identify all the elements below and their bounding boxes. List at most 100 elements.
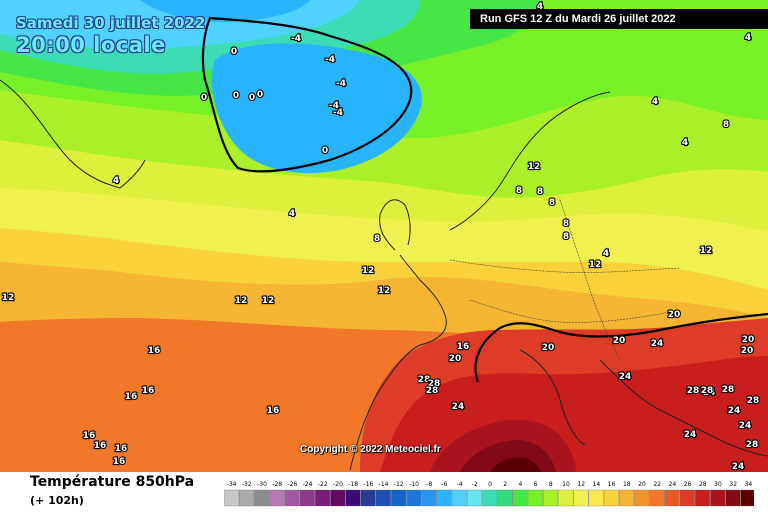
scale-tick-label: 26: [684, 481, 692, 488]
contour-label: 0: [201, 93, 207, 103]
contour-label: 16: [142, 386, 155, 396]
contour-label: 12: [378, 286, 391, 296]
scale-swatch: [315, 489, 331, 507]
scale-swatch: [482, 489, 498, 507]
scale-swatch: [421, 489, 437, 507]
border-central-europe: [449, 259, 681, 273]
contour-label: 8: [537, 187, 543, 197]
scale-swatch: [284, 489, 300, 507]
scale-swatch: [239, 489, 255, 507]
forecast-date: Samedi 30 juillet 2022: [16, 14, 206, 32]
contour-label: 16: [267, 406, 280, 416]
border-alps: [469, 299, 681, 323]
contour-label: 24: [739, 421, 752, 431]
scale-tick-label: -8: [426, 481, 432, 488]
scale-swatch: [588, 489, 604, 507]
scale-swatch: [603, 489, 619, 507]
scale-tick-label: -28: [272, 481, 282, 488]
scale-swatch: [573, 489, 589, 507]
coastline-scandinavia: [449, 91, 611, 231]
forecast-lead-time: (+ 102h): [30, 494, 84, 507]
contour-label: 28: [747, 396, 760, 406]
coastline-france: [399, 254, 447, 346]
scale-swatch: [634, 489, 650, 507]
scale-tick-label: 22: [653, 481, 661, 488]
contour-label: 20: [668, 310, 681, 320]
scale-tick-label: -26: [287, 481, 297, 488]
scale-tick-label: -22: [318, 481, 328, 488]
contour-label: 4: [745, 33, 751, 43]
contour-label: 8: [723, 120, 729, 130]
contour-label: -4: [333, 108, 343, 118]
scale-tick-label: 16: [608, 481, 616, 488]
contour-label: 8: [374, 234, 380, 244]
contour-label: 16: [94, 441, 107, 451]
scale-tick-label: 6: [534, 481, 538, 488]
contour-label: 8: [563, 219, 569, 229]
contour-label: 8: [549, 198, 555, 208]
scale-swatch: [406, 489, 422, 507]
scale-tick-label: -20: [333, 481, 343, 488]
scale-tick-label: 18: [623, 481, 631, 488]
contour-label: 28: [687, 386, 700, 396]
contour-label: 12: [2, 293, 15, 303]
contour-label: 24: [619, 372, 632, 382]
scale-swatch: [391, 489, 407, 507]
contour-label: 0: [322, 146, 328, 156]
scale-tick-label: 32: [729, 481, 737, 488]
scale-tick-label: 0: [488, 481, 492, 488]
scale-tick-label: 34: [745, 481, 753, 488]
scale-tick-label: -2: [472, 481, 478, 488]
contour-label: 24: [728, 406, 741, 416]
contour-label: 12: [262, 296, 275, 306]
scale-swatch: [649, 489, 665, 507]
contour-label: 0: [231, 47, 237, 57]
contour-label: 28: [428, 379, 441, 389]
color-scale-cells: -34 -32 -30 -28 -26 -24 -22 -20 -18 -16 -14 -12 -10-…: [224, 481, 754, 507]
contour-label: 0: [249, 93, 255, 103]
coastline-balkans: [599, 359, 768, 457]
contour-label: 24: [732, 462, 745, 472]
contour-label: 20: [741, 346, 754, 356]
coastline-britain: [379, 199, 411, 251]
contour-label: 20: [613, 336, 626, 346]
scale-tick-label: -34: [227, 481, 237, 488]
contour-label: 28: [722, 385, 735, 395]
scale-swatch: [619, 489, 635, 507]
scale-swatch: [436, 489, 452, 507]
contour-label: 28: [418, 375, 431, 385]
coastline-italy: [519, 349, 586, 446]
contour-label: 24: [703, 388, 716, 398]
contour-label: 24: [452, 402, 465, 412]
contour-label: 24: [651, 339, 664, 349]
contour-label: 16: [148, 346, 161, 356]
copyright-notice: Copyright © 2022 Meteociel.fr: [300, 444, 441, 455]
contour-label: 0: [257, 90, 263, 100]
contour-label: 8: [516, 186, 522, 196]
contour-label: 4: [537, 2, 543, 12]
scale-swatch: [725, 489, 741, 507]
scale-swatch: [467, 489, 483, 507]
border-east: [559, 199, 621, 361]
scale-swatch: [330, 489, 346, 507]
isotherm-twenty: [474, 312, 768, 383]
borders: [449, 199, 681, 361]
contour-label: 16: [115, 444, 128, 454]
scale-tick-label: -18: [348, 481, 358, 488]
contour-label: 12: [528, 162, 541, 172]
scale-tick-label: 30: [714, 481, 722, 488]
contour-label: 0: [233, 91, 239, 101]
contour-label: 12: [589, 260, 602, 270]
coastline-greenland: [0, 79, 146, 189]
scale-swatch: [710, 489, 726, 507]
contour-label: 28: [701, 386, 714, 396]
scale-tick-label: 12: [577, 481, 585, 488]
contour-label: 20: [449, 354, 462, 364]
contour-label: 16: [125, 392, 138, 402]
scale-swatch: [527, 489, 543, 507]
contour-label: 16: [457, 342, 470, 352]
contour-label: 4: [652, 97, 658, 107]
scale-tick-label: -16: [363, 481, 373, 488]
contour-label: 8: [563, 232, 569, 242]
